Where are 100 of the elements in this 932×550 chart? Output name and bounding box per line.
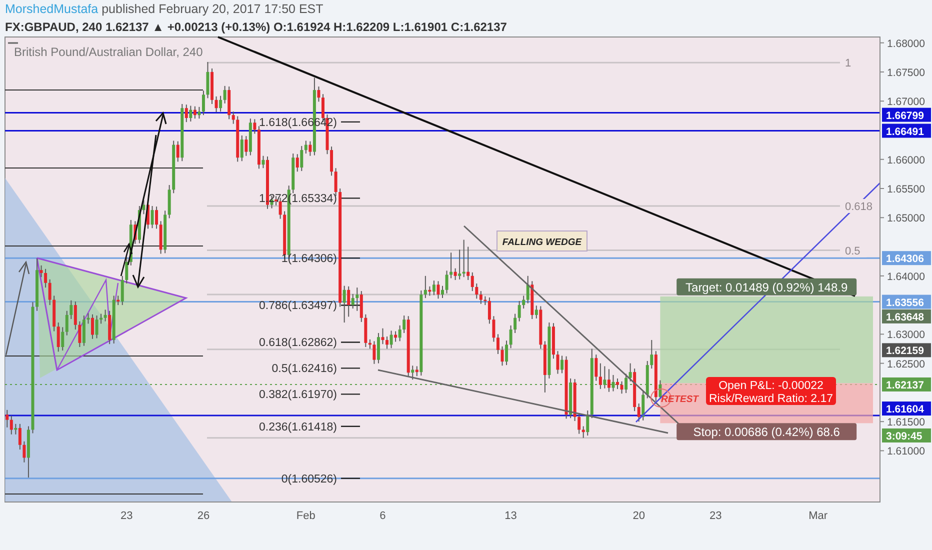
x-tick-label: 23 (120, 510, 133, 522)
candlestick (189, 105, 192, 122)
x-tick-label: 13 (504, 510, 517, 522)
candlestick (10, 415, 13, 435)
candlestick (514, 313, 517, 334)
candlestick (104, 309, 107, 322)
ref-line-label: 1.64306 (886, 253, 924, 266)
ref-line-label: 1.61604 (886, 404, 924, 416)
candlestick (445, 270, 448, 294)
candlestick (390, 330, 393, 349)
candlestick (411, 365, 414, 380)
candlestick (505, 340, 508, 366)
y-tick-label: 1.67000 (887, 96, 926, 108)
annotation: FALLING WEDGE (502, 237, 582, 248)
y-tick-label: 1.65500 (887, 184, 926, 196)
band-label: Target: 0.01489 (0.92%) 148.9 (686, 280, 848, 294)
candlestick (330, 146, 334, 176)
y-tick-label: 1.63000 (887, 329, 926, 342)
candlestick (95, 315, 98, 339)
candlestick (342, 285, 346, 324)
candlestick (479, 290, 482, 304)
candlestick (522, 295, 526, 310)
candlestick (526, 275, 530, 304)
candlestick (624, 373, 628, 394)
candlestick (436, 280, 440, 300)
candlestick (458, 249, 462, 280)
candlestick (244, 136, 248, 156)
candlestick (470, 272, 474, 292)
candlestick (155, 206, 158, 230)
candlestick (360, 290, 363, 322)
candlestick (475, 282, 478, 300)
y-tick-label: 1.65000 (887, 212, 926, 225)
candlestick (488, 296, 491, 324)
x-tick-label: 23 (710, 510, 722, 522)
candlestick (317, 86, 320, 102)
candlestick (308, 140, 312, 156)
candlestick (658, 380, 662, 399)
candlestick (120, 275, 124, 306)
candlestick (91, 314, 94, 340)
ref-line-label: 1.66799 (886, 110, 924, 122)
annotation: 1 (845, 58, 852, 70)
candlestick (650, 340, 654, 370)
candlestick (232, 111, 235, 124)
candlestick (347, 286, 350, 318)
ref-line-label: 0.5(1.62416) (272, 363, 338, 376)
candlestick (496, 334, 500, 354)
candlestick (534, 305, 538, 319)
candlestick (184, 104, 188, 123)
candlestick (560, 355, 564, 374)
candlestick (61, 326, 64, 351)
ref-line-label: 0.786(1.63497) (258, 300, 338, 312)
candlestick (432, 280, 436, 296)
candlestick (398, 324, 402, 342)
candlestick (351, 293, 354, 310)
ref-line-label: 0.382(1.61970) (258, 389, 338, 402)
candlestick (637, 403, 640, 422)
candlestick (586, 410, 590, 436)
candlestick (202, 90, 205, 116)
y-tick-label: 1.64000 (887, 270, 926, 283)
candlestick (386, 336, 389, 350)
candlestick (304, 140, 308, 154)
y-tick-label: 1.67500 (887, 66, 926, 79)
band-label: Stop: 0.00686 (0.42%) 68.6 (693, 425, 840, 440)
candlestick (372, 340, 376, 364)
annotation: 0.5 (845, 245, 860, 258)
candlestick (356, 287, 359, 312)
ref-line-label: 1.66491 (886, 126, 924, 138)
candlestick (441, 285, 444, 299)
candlestick (223, 85, 226, 104)
candlestick (18, 423, 22, 450)
annotation: Open P&L: -0.00022 (718, 380, 824, 392)
candlestick (44, 268, 48, 288)
y-tick-label: 1.68000 (887, 38, 926, 50)
candlestick (198, 106, 201, 120)
annotation: Risk/Reward Ratio: 2.17 (709, 393, 833, 405)
candlestick (253, 118, 256, 134)
annotation: 0.618 (845, 200, 873, 213)
candlestick (424, 275, 427, 299)
candlestick (578, 412, 581, 434)
candlestick (74, 301, 77, 330)
ref-line-label: 0.618(1.62862) (258, 337, 338, 350)
x-tick-label: 26 (197, 510, 210, 522)
candlestick (402, 315, 406, 334)
candlestick (125, 256, 128, 284)
text: 1.63648 (886, 311, 924, 324)
candlestick (219, 95, 222, 112)
candlestick (509, 324, 512, 349)
candlestick (300, 145, 304, 172)
x-tick-label: Feb (296, 510, 316, 522)
y-tick-label: 1.61500 (887, 416, 926, 429)
candlestick (582, 426, 585, 438)
candlestick (620, 380, 624, 394)
candlestick (70, 300, 73, 320)
candlestick (193, 106, 196, 120)
candlestick (415, 366, 418, 377)
candlestick (65, 310, 68, 336)
text: 1.62159 (886, 345, 924, 358)
candlestick (6, 409, 9, 428)
candlestick (616, 378, 619, 390)
candlestick (176, 140, 180, 162)
